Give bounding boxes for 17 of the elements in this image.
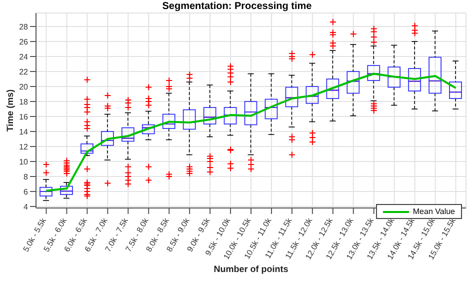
- y-tick-label: 20: [19, 82, 29, 92]
- y-tick-label: 14: [19, 127, 29, 136]
- y-tick-label: 22: [19, 67, 29, 76]
- x-axis-title: Number of points: [214, 264, 288, 274]
- y-tick-label: 12: [19, 142, 29, 152]
- y-tick-label: 18: [19, 97, 29, 106]
- y-tick-label: 8: [24, 172, 29, 182]
- y-tick-label: 16: [19, 112, 29, 122]
- y-tick-label: 26: [19, 37, 29, 46]
- y-tick-label: 4: [24, 202, 29, 212]
- chart-title: Segmentation: Processing time: [161, 1, 313, 12]
- y-tick-label: 24: [19, 52, 29, 62]
- y-tick-label: 6: [24, 187, 29, 196]
- legend-label: Mean Value: [412, 207, 455, 216]
- y-tick-label: 10: [19, 157, 29, 166]
- y-axis-title: Time (ms): [5, 89, 16, 132]
- y-tick-label: 28: [19, 22, 29, 32]
